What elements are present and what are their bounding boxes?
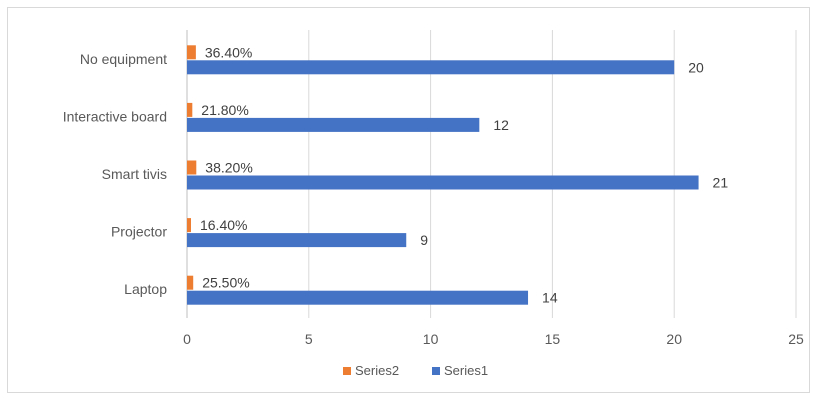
legend-swatch-series2 <box>343 367 351 375</box>
data-label-series2-0: 25.50% <box>202 275 249 291</box>
legend-label-series2: Series2 <box>355 363 399 378</box>
data-label-series1-1: 9 <box>420 232 428 248</box>
bar-series2-2 <box>187 160 197 175</box>
x-tick-label-1: 5 <box>305 331 313 347</box>
legend-label-series1: Series1 <box>444 363 488 378</box>
x-tick-label-0: 0 <box>183 331 191 347</box>
x-tick-label-3: 15 <box>545 331 561 347</box>
data-label-series1-0: 14 <box>542 290 558 306</box>
legend-swatch-series1 <box>432 367 440 375</box>
data-label-series2-1: 16.40% <box>200 217 247 233</box>
category-label-1: Projector <box>111 224 167 240</box>
bar-series1-0 <box>187 290 529 305</box>
bar-series1-3 <box>187 117 480 132</box>
bar-series1-2 <box>187 175 699 190</box>
x-tick-label-2: 10 <box>423 331 439 347</box>
bar-series1-4 <box>187 60 675 75</box>
bar-series1-1 <box>187 233 407 248</box>
data-label-series1-2: 21 <box>713 175 729 191</box>
bar-series2-4 <box>187 45 196 60</box>
bar-series2-0 <box>187 275 194 290</box>
x-tick-label-4: 20 <box>666 331 682 347</box>
category-label-0: Laptop <box>124 281 167 297</box>
data-label-series2-2: 38.20% <box>205 160 252 176</box>
data-label-series1-4: 20 <box>688 59 704 75</box>
data-label-series2-4: 36.40% <box>205 44 252 60</box>
bar-series2-1 <box>187 218 191 233</box>
bar-series2-3 <box>187 102 193 117</box>
category-label-2: Smart tivis <box>102 166 167 182</box>
x-tick-label-5: 25 <box>788 331 804 347</box>
category-label-4: No equipment <box>80 51 167 67</box>
data-label-series2-3: 21.80% <box>201 102 248 118</box>
data-label-series1-3: 12 <box>493 117 509 133</box>
category-label-3: Interactive board <box>63 108 167 124</box>
